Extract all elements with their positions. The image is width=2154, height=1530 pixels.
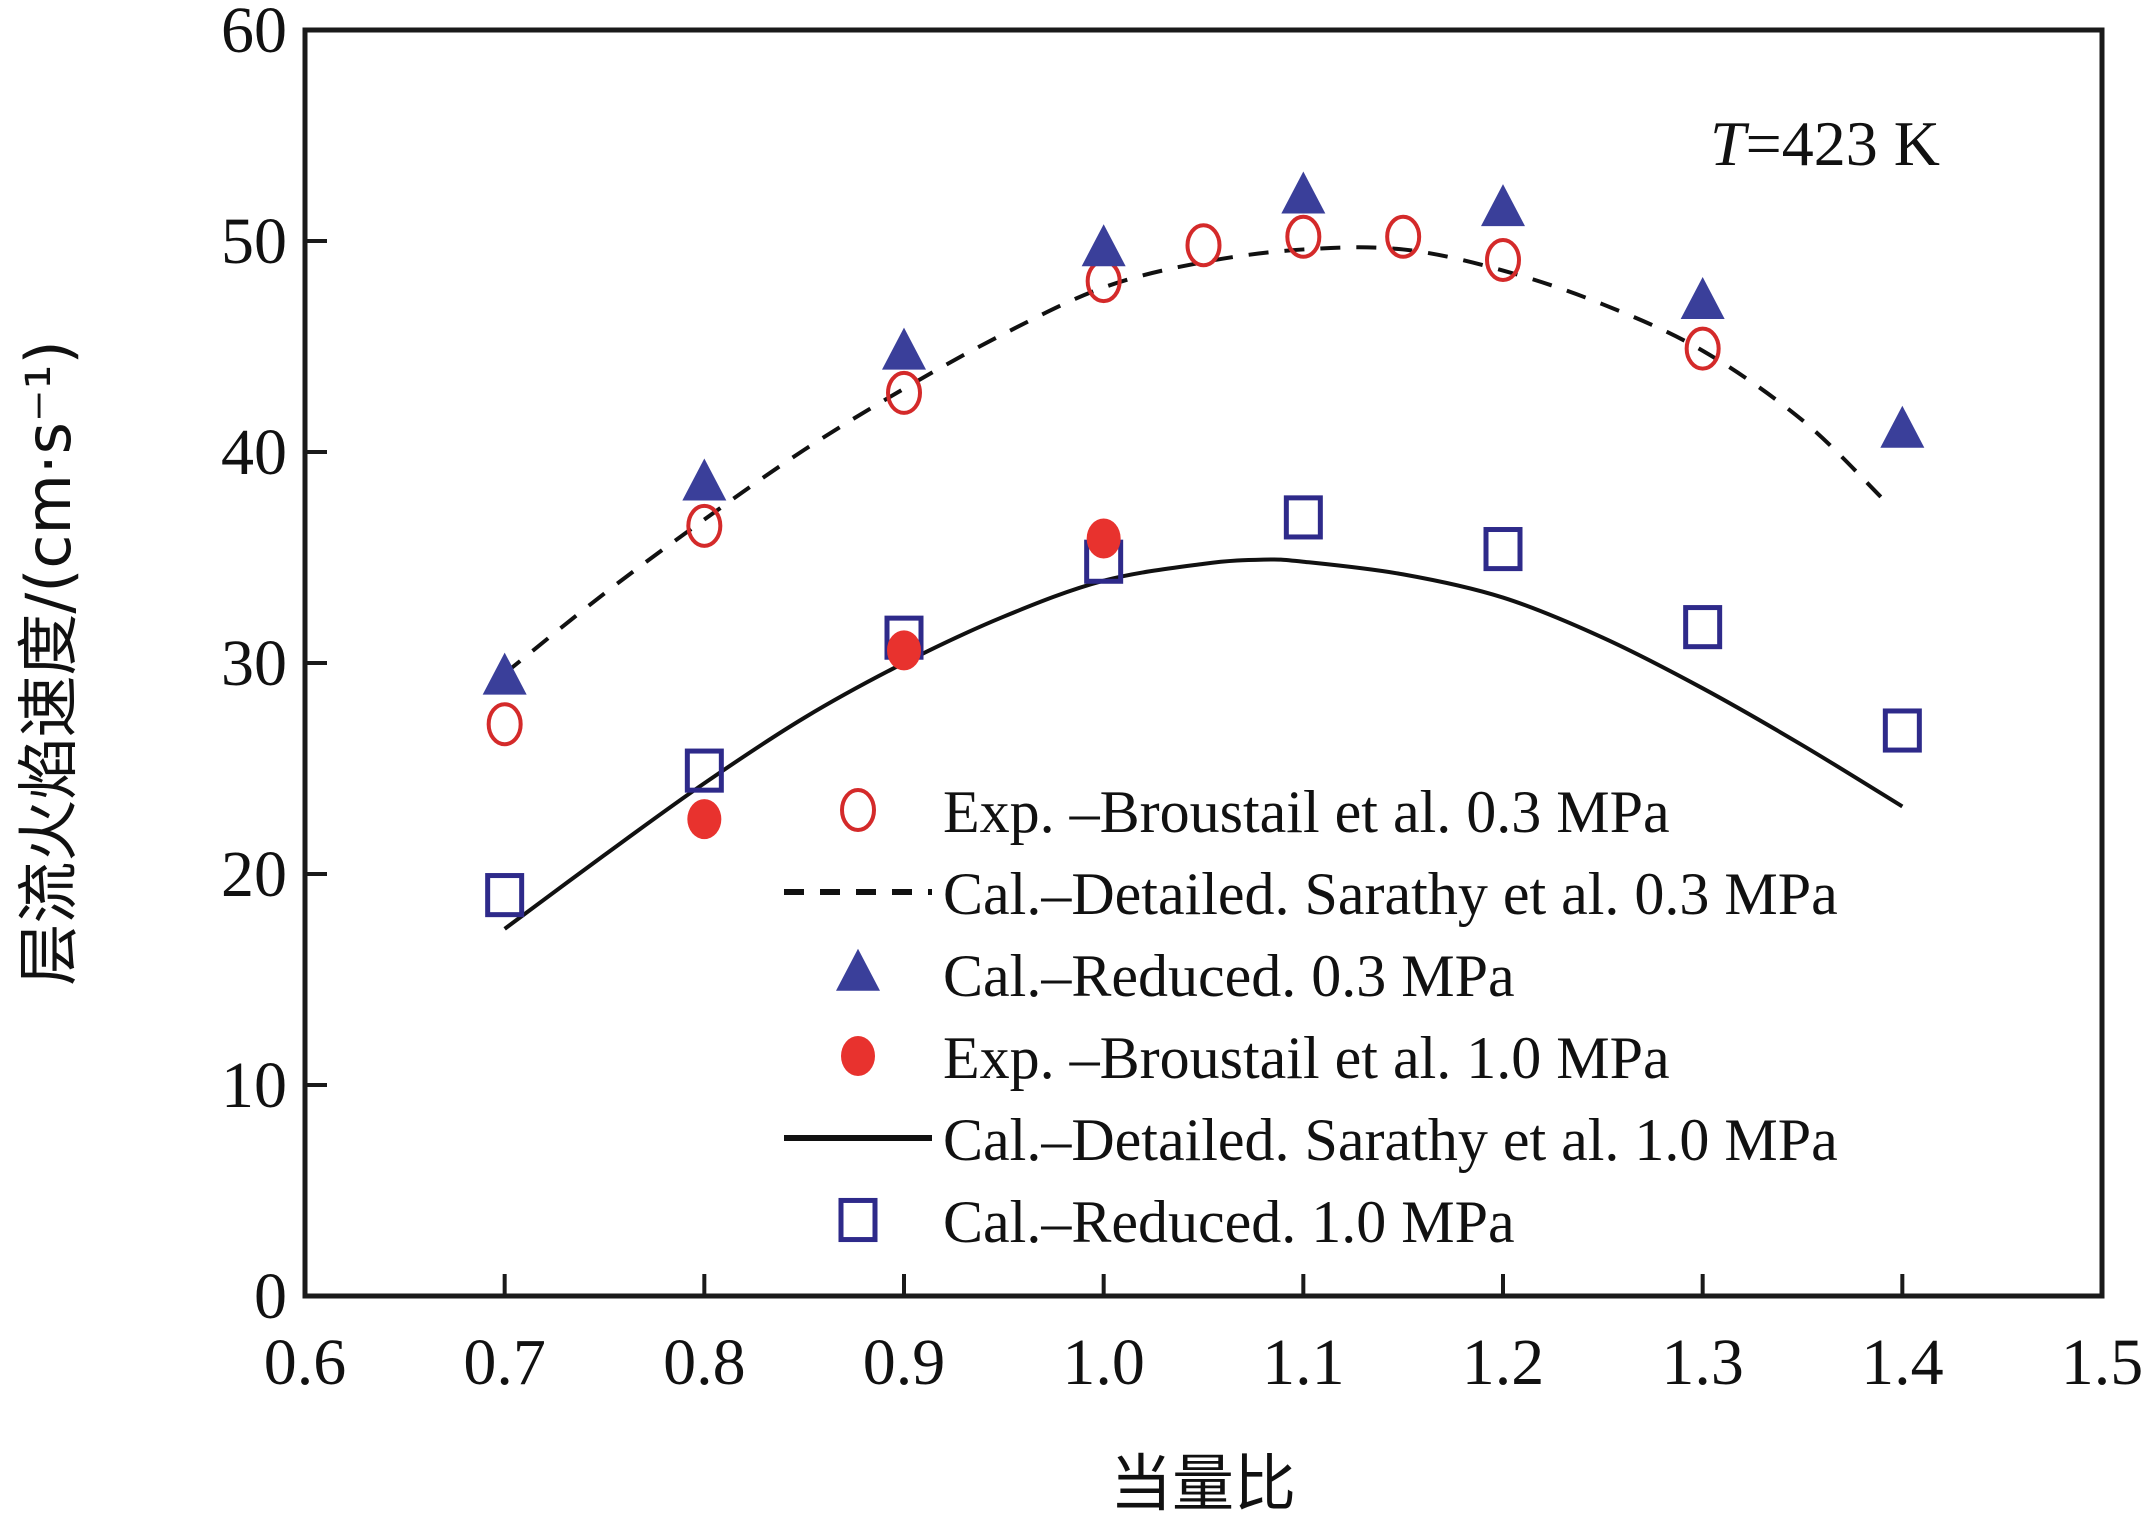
legend-marker-swatch — [836, 948, 880, 991]
data-point — [486, 702, 523, 747]
legend-item: Cal.–Reduced. 0.3 MPa — [836, 943, 1515, 1009]
x-tick-label: 0.7 — [463, 1326, 546, 1399]
data-point — [1880, 405, 1925, 448]
data-point — [1285, 214, 1322, 259]
legend-label: Exp. –Broustail et al. 0.3 MPa — [943, 779, 1670, 845]
series-4 — [503, 557, 1904, 931]
data-point — [1086, 518, 1121, 559]
legend-item: Cal.–Detailed. Sarathy et al. 0.3 MPa — [784, 861, 1838, 927]
y-tick-label: 10 — [221, 1049, 287, 1122]
y-tick-label: 30 — [221, 627, 287, 700]
legend-marker-swatch — [840, 788, 876, 832]
y-tick-label: 50 — [221, 205, 287, 278]
data-point — [1882, 708, 1922, 753]
data-point — [1684, 326, 1721, 371]
legend-item: Exp. –Broustail et al. 0.3 MPa — [840, 779, 1670, 845]
x-tick-label: 1.5 — [2061, 1326, 2144, 1399]
data-point — [882, 327, 926, 370]
annotation-temperature: T=423 K — [1710, 108, 1940, 179]
data-point — [1281, 171, 1326, 214]
x-tick-label: 0.8 — [663, 1326, 746, 1399]
x-tick-label: 1.3 — [1661, 1326, 1744, 1399]
legend-label: Cal.–Reduced. 0.3 MPa — [943, 943, 1515, 1009]
data-point — [485, 873, 525, 918]
x-axis-title: 当量比 — [1110, 1447, 1296, 1520]
series-3 — [687, 518, 1121, 840]
data-point — [1385, 214, 1422, 259]
data-point — [1683, 605, 1723, 650]
legend-item: Exp. –Broustail et al. 1.0 MPa — [841, 1025, 1670, 1091]
x-tick-label: 0.6 — [264, 1326, 347, 1399]
y-tick-label: 0 — [254, 1260, 287, 1333]
x-tick-label: 0.9 — [863, 1326, 946, 1399]
legend: Exp. –Broustail et al. 0.3 MPa Cal.–Detai… — [784, 779, 1838, 1255]
data-point — [482, 652, 527, 695]
data-point — [1081, 224, 1126, 267]
x-tick-label: 1.1 — [1262, 1326, 1345, 1399]
data-point — [1485, 237, 1521, 282]
x-tick-label: 1.2 — [1462, 1326, 1545, 1399]
data-point — [887, 630, 921, 671]
legend-label: Exp. –Broustail et al. 1.0 MPa — [943, 1025, 1670, 1091]
data-point — [684, 748, 724, 793]
y-axis-title: 层流火焰速度/(cm·s⁻¹) — [12, 340, 85, 985]
series-1 — [503, 245, 1884, 676]
data-point — [1680, 276, 1725, 319]
legend-label: Cal.–Detailed. Sarathy et al. 0.3 MPa — [943, 861, 1838, 927]
data-point — [1185, 223, 1222, 268]
legend-label: Cal.–Reduced. 1.0 MPa — [943, 1189, 1515, 1255]
data-point — [687, 799, 722, 840]
data-point — [1283, 495, 1323, 540]
y-tick-label: 60 — [221, 0, 287, 67]
legend-item: Cal.–Detailed. Sarathy et al. 1.0 MPa — [784, 1107, 1838, 1173]
data-point — [682, 458, 727, 501]
dashed-curve — [503, 245, 1884, 676]
data-point — [1085, 259, 1122, 304]
y-tick-label: 20 — [221, 838, 287, 911]
data-point — [1481, 184, 1525, 227]
legend-marker-swatch — [841, 1036, 875, 1076]
legend-label: Cal.–Detailed. Sarathy et al. 1.0 MPa — [943, 1107, 1838, 1173]
annotation-symbol: T — [1710, 108, 1750, 179]
axis-ticks: 0.6 0.7 0.8 0.9 1.0 1.1 1.2 1.3 1.4 1.5 0 10 20 30 40 5… — [221, 0, 2143, 1399]
series-2 — [482, 171, 1925, 695]
data-point — [686, 503, 723, 548]
data-point — [1483, 527, 1523, 572]
solid-curve — [503, 557, 1904, 931]
data-point — [886, 370, 922, 415]
series-5 — [485, 495, 1922, 918]
annotation-value: =423 K — [1746, 108, 1940, 179]
legend-item: Cal.–Reduced. 1.0 MPa — [838, 1189, 1515, 1255]
series-0 — [486, 214, 1721, 747]
plot-marks — [482, 171, 1925, 931]
y-tick-label: 40 — [221, 416, 287, 489]
x-tick-label: 1.0 — [1062, 1326, 1145, 1399]
x-tick-label: 1.4 — [1861, 1326, 1944, 1399]
legend-marker-swatch — [838, 1197, 878, 1243]
